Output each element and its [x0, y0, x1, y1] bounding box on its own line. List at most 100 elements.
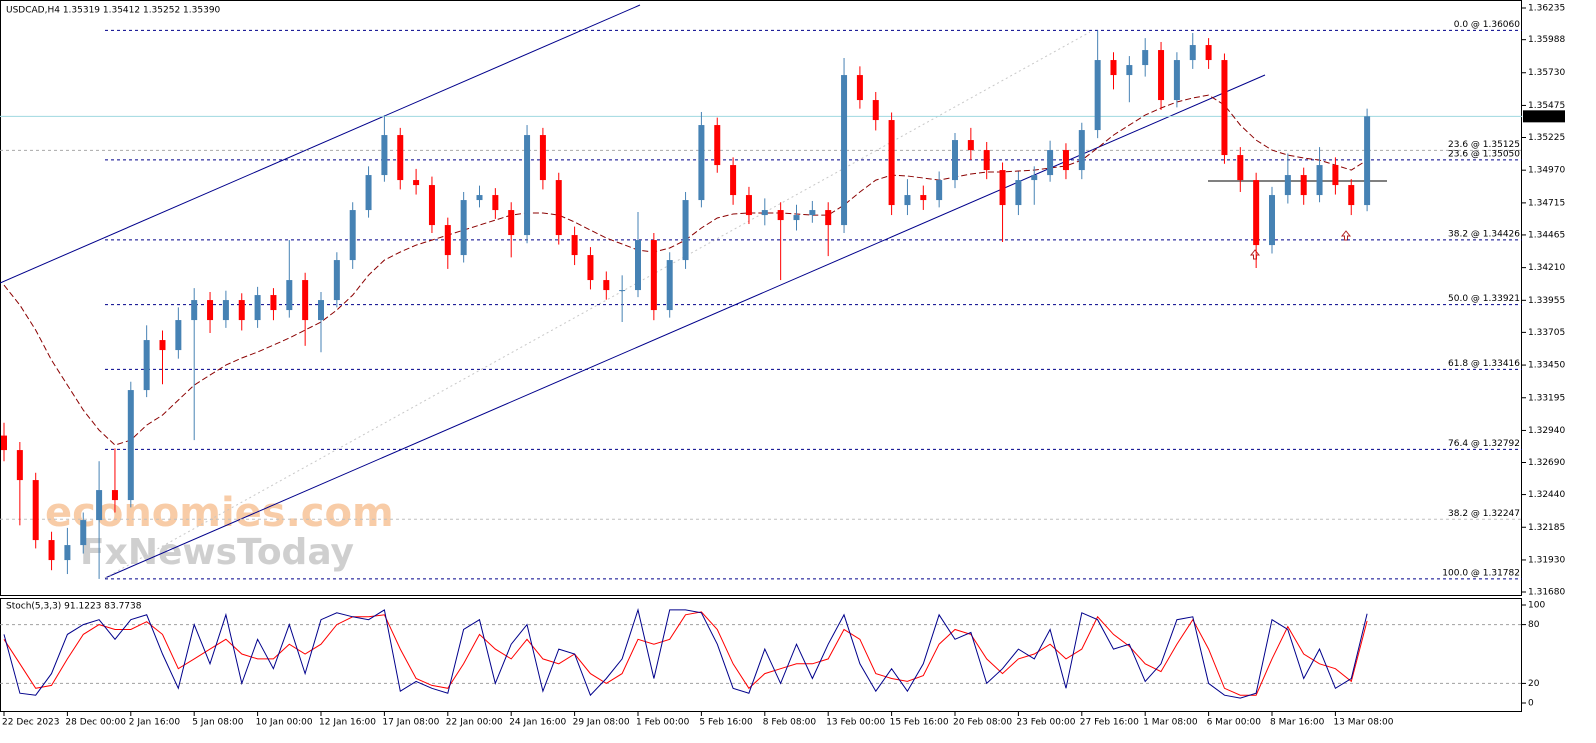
fib-label: 100.0 @ 1.31782	[1442, 568, 1520, 578]
candle-body	[682, 200, 689, 261]
y-tick-label: 1.34210	[1528, 263, 1565, 273]
candle-body	[175, 320, 182, 351]
x-tick-label: 5 Feb 16:00	[699, 718, 753, 728]
price-tag	[1523, 110, 1565, 123]
y-tick-label: 1.35730	[1528, 68, 1565, 78]
x-tick-label: 15 Feb 16:00	[890, 718, 949, 728]
candle-body	[32, 480, 39, 541]
candle-body	[666, 260, 673, 311]
fib-label: 0.0 @ 1.36060	[1454, 20, 1521, 30]
candle-body	[1284, 175, 1291, 196]
candle-body	[1126, 65, 1133, 76]
candle-body	[904, 195, 911, 206]
candle-body	[1078, 130, 1085, 171]
main-frame	[0, 0, 1522, 596]
arrow	[1249, 249, 1261, 260]
y-tick-label: 1.32440	[1528, 490, 1565, 500]
candle-body	[1158, 50, 1165, 101]
candle-body	[841, 75, 848, 226]
y-tick-label: 1.36235	[1528, 4, 1565, 14]
candle-body	[571, 235, 578, 256]
candle-body	[492, 195, 499, 211]
y-tick-label: 1.35225	[1528, 133, 1565, 143]
candle-body	[302, 280, 309, 321]
candle-body	[730, 165, 737, 196]
y-tick-label: 1.33705	[1528, 328, 1565, 338]
x-tick-label: 22 Dec 2023	[2, 718, 60, 728]
x-tick-label: 20 Feb 08:00	[953, 718, 1012, 728]
candle-body	[1015, 180, 1022, 206]
candle-body	[48, 540, 55, 561]
fib-label: 38.2 @ 1.34426	[1448, 229, 1520, 239]
y-tick-label: 0	[1528, 699, 1534, 709]
candle-body	[1, 435, 7, 451]
candle-body	[777, 210, 784, 221]
candle-body	[508, 210, 515, 236]
candle-body	[381, 135, 388, 176]
candle-body	[698, 125, 705, 201]
candle-body	[1332, 165, 1339, 186]
x-tick-label: 5 Jan 08:00	[192, 718, 244, 728]
y-tick-label: 80	[1528, 620, 1540, 630]
candle-body	[1173, 60, 1180, 101]
x-tick-label: 22 Jan 00:00	[446, 718, 503, 728]
candle-body	[936, 180, 943, 201]
price-tag-label: 1.35390	[1526, 112, 1563, 122]
y-tick-label: 1.33955	[1528, 296, 1565, 306]
fib-label: 23.6 @ 1.35050	[1448, 149, 1520, 159]
x-tick-label: 17 Jan 08:00	[382, 718, 439, 728]
watermark: FxNewsToday	[80, 532, 354, 573]
candle-body	[1237, 155, 1244, 181]
x-tick-label: 2 Jan 16:00	[129, 718, 181, 728]
candle-body	[365, 175, 372, 211]
y-tick-label: 1.34970	[1528, 166, 1565, 176]
candle-body	[270, 295, 277, 311]
x-tick-label: 28 Dec 00:00	[65, 718, 126, 728]
candle-body	[1142, 50, 1149, 66]
candle-body	[191, 300, 198, 321]
candle-body	[1189, 45, 1196, 61]
fib-label: 38.2 @ 1.32247	[1448, 509, 1520, 519]
candle-body	[96, 490, 103, 521]
x-tick-label: 27 Feb 16:00	[1080, 718, 1139, 728]
y-tick-label: 1.33450	[1528, 361, 1565, 371]
candle-body	[428, 185, 435, 226]
fib-label: 50.0 @ 1.33921	[1448, 294, 1520, 304]
fib-label: 61.8 @ 1.33416	[1448, 359, 1520, 369]
candle-body	[635, 240, 641, 291]
candle-body	[1269, 195, 1275, 246]
candle-body	[1364, 116, 1371, 206]
candle-body	[397, 135, 404, 181]
candle-body	[539, 135, 546, 181]
y-tick-label: 1.35475	[1528, 101, 1565, 111]
x-tick-label: 23 Feb 00:00	[1016, 718, 1075, 728]
candle-body	[333, 260, 340, 301]
candle-body	[1300, 175, 1307, 196]
y-tick-label: 1.33195	[1528, 393, 1565, 403]
y-tick-label: 1.31930	[1528, 555, 1565, 565]
arrow	[1340, 230, 1352, 241]
candle-body	[983, 150, 990, 171]
candle-body	[587, 255, 594, 281]
candle-body	[159, 340, 166, 351]
candle-body	[143, 340, 150, 391]
fib-label: 23.6 @ 1.35125	[1448, 140, 1520, 150]
y-tick-label: 1.34465	[1528, 230, 1565, 240]
candle-body	[872, 100, 879, 121]
y-tick-label: 1.32185	[1528, 523, 1565, 533]
x-tick-label: 13 Mar 08:00	[1333, 718, 1393, 728]
candle-body	[1205, 45, 1212, 61]
candle-body	[1316, 165, 1323, 196]
candle-body	[524, 135, 531, 236]
candle-body	[1110, 60, 1117, 76]
y-tick-label: 1.32940	[1528, 426, 1565, 436]
candle-body	[714, 125, 721, 166]
x-tick-label: 6 Mar 00:00	[1207, 718, 1262, 728]
candle-body	[80, 520, 87, 546]
x-tick-label: 13 Feb 00:00	[826, 718, 885, 728]
candle-body	[349, 210, 356, 261]
candle-body	[856, 75, 863, 101]
x-tick-label: 24 Jan 16:00	[509, 718, 566, 728]
